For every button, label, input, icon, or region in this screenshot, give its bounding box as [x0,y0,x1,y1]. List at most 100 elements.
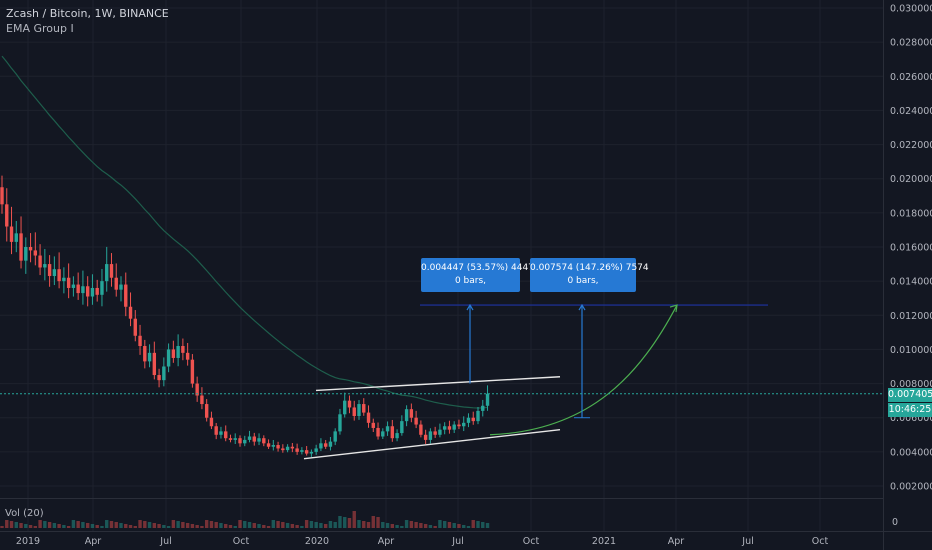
volume-bar [319,523,323,528]
price-axis-label: 0.024000 [890,106,932,117]
candle-body [271,445,276,447]
ema-line [1,55,488,409]
time-axis-labels: 2019 Apr Jul Oct 2020 Apr Jul Oct 2021 Apr Jul Oct [16,536,829,547]
volume-bar [181,522,185,528]
candle-body [5,204,9,227]
candle-body [285,446,290,451]
volume-bar [162,525,166,528]
volume-bars [0,511,490,528]
volume-bar [152,523,157,528]
volume-bar [452,523,456,528]
volume-bar [462,525,466,528]
volume-bar [190,524,195,528]
candle-body [366,412,371,423]
time-axis-label: Jul [451,536,463,547]
candle-body [276,445,280,449]
measure-arrowhead [466,303,474,311]
candle-body [24,247,28,261]
volume-bar [66,526,71,528]
volume-bar [366,522,371,528]
volume-bar [471,520,475,528]
volume-bar [24,524,28,528]
candle-body [76,284,80,294]
candle-body [252,436,256,442]
volume-bar [400,526,404,528]
candle-body [438,429,442,435]
volume-bar [352,511,356,528]
volume-bar [257,524,261,528]
volume-bar [176,521,180,528]
measure-box-1[interactable]: 0.004447 (53.57%) 4447 0 bars, [421,258,534,292]
price-axis-label: 0.022000 [890,140,932,151]
channel-upper-line[interactable] [315,376,561,392]
volume-bar [124,524,128,528]
volume-bar [271,520,276,528]
bar-timer-tag: 10:46:25 [888,403,932,417]
indicator-label[interactable]: EMA Group I [6,22,74,35]
candle-body [400,421,404,434]
volume-bar [457,524,461,528]
candle-body [290,446,295,449]
symbol-title[interactable]: Zcash / Bitcoin, 1W, BINANCE [6,7,169,20]
volume-bar [414,522,418,528]
candle-body [338,414,342,432]
candle-body [133,318,137,336]
candle-body [471,417,475,422]
candle-body [57,269,61,282]
volume-bar [300,526,304,528]
candle-body [209,417,214,427]
projection-arrow[interactable] [489,304,678,436]
volume-bar [28,525,33,528]
volume-bar [0,526,4,528]
candle-body [0,187,4,205]
candle-body [376,427,380,437]
volume-bar [219,523,223,528]
volume-bar [419,523,423,528]
candle-body [19,233,23,261]
candle-body [33,250,38,256]
price-axis-label: 0.006000 [890,413,932,424]
volume-bar [233,526,237,528]
candle-body [243,439,247,444]
candle-body [314,448,318,452]
measure-arrows[interactable] [466,303,590,419]
candle-body [295,448,299,452]
candle-body [357,404,361,417]
candle-body [352,407,356,417]
volume-bar [76,521,80,528]
volume-bar [105,520,109,528]
candle-body [457,424,461,427]
volume-bar [328,521,333,528]
volume-bar [262,525,266,528]
time-axis-label: 2020 [305,536,329,547]
candle-body [381,431,385,437]
candle-body [228,438,233,440]
volume-bar [128,525,133,528]
measure-box-2[interactable]: 0.007574 (147.26%) 7574 0 bars, [530,258,649,292]
candle-body [395,433,399,439]
volume-bar [43,521,47,528]
volume-label[interactable]: Vol (20) [5,508,44,519]
volume-bar [85,523,90,528]
volume-bar [5,520,9,528]
candle-body [247,436,252,440]
volume-bar [276,521,280,528]
volume-bar [238,520,242,528]
price-axis-label: 0.008000 [890,379,932,390]
candle-body [362,404,366,413]
candle-body [447,426,452,430]
volume-bar [390,524,395,528]
volume-bar [404,520,409,528]
candle-body [114,277,118,290]
candle-body [157,375,161,381]
volume-bar [9,521,14,528]
candle-body [238,438,242,444]
volume-bar [295,525,299,528]
candle-body [128,306,133,319]
volume-bar [423,524,428,528]
channel-lower-line[interactable] [303,428,561,460]
projection-arrowhead [669,304,678,313]
candle-body [466,417,471,423]
volume-bar [38,520,42,528]
